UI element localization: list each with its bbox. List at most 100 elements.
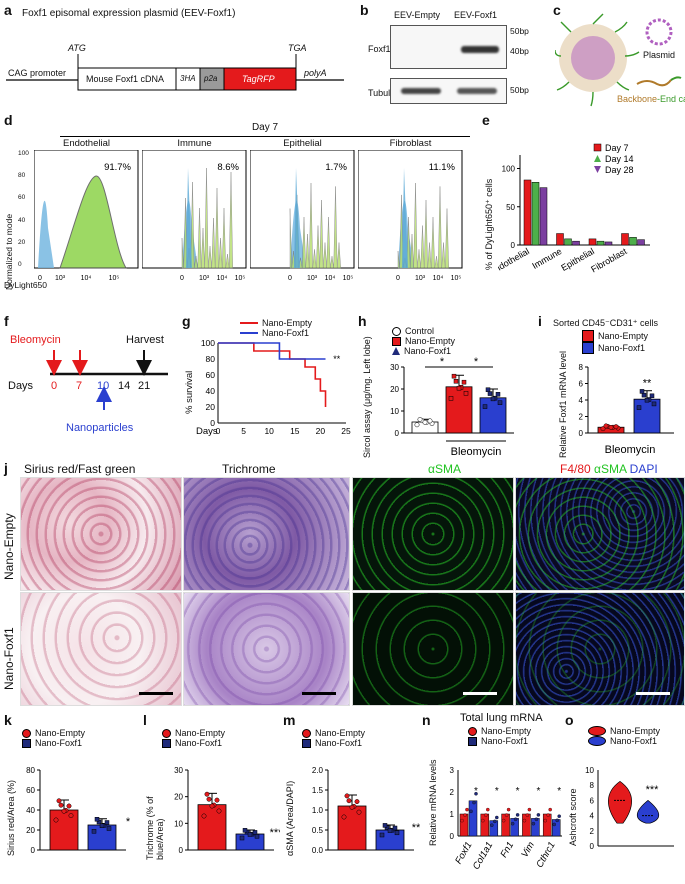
flow-yticks: 100 80 60 40 20 0 — [18, 150, 29, 268]
g-ytick: 20 — [206, 402, 216, 412]
chart-k: 0 20 40 60 80 * — [26, 766, 131, 855]
flow-xtick: 10³ — [307, 275, 318, 282]
i-dot — [639, 389, 645, 394]
h-dot — [456, 385, 462, 391]
l-ytick: 10 — [174, 819, 183, 828]
n-dot — [490, 823, 494, 827]
n-dot — [486, 807, 490, 812]
k-dot — [66, 803, 72, 809]
m-ytick: 1.0 — [312, 806, 324, 815]
n-dot — [546, 813, 550, 817]
e-bar — [531, 182, 540, 246]
legend-marker — [468, 726, 477, 736]
l-ytick: 30 — [174, 766, 183, 775]
flow-xtick: 10³ — [199, 275, 210, 282]
o-sig: *** — [646, 784, 660, 796]
o-ytick: 10 — [585, 766, 594, 775]
legend-marker — [302, 728, 311, 738]
e-ytick: 100 — [502, 165, 516, 174]
legend-label: Nano-Empty — [610, 726, 661, 736]
panel-label-f: f — [4, 313, 9, 329]
micro-sirius-foxf1 — [20, 592, 182, 706]
n-bar — [531, 818, 540, 837]
plasmid-diagram — [6, 54, 344, 91]
plasmid-map: ATG TGA CAG promoter Mouse Foxf1 cDNA 3H… — [6, 40, 346, 110]
h-legend-empty: Nano-Empty — [392, 336, 455, 346]
n-gene-label: Vim — [519, 840, 537, 860]
h-dot — [487, 391, 493, 396]
h-dot — [453, 379, 459, 384]
j-row-empty-wrap: Nano-Empty — [2, 480, 18, 590]
m-dot — [344, 793, 350, 799]
n-ylabel-wrap: Relative mRNA levels — [428, 750, 442, 850]
n-dot — [465, 807, 469, 812]
l-bar — [197, 804, 227, 851]
h-legend-control: Control — [392, 326, 455, 336]
e-bar — [621, 233, 629, 246]
g-ytick: 40 — [206, 386, 216, 396]
legend-l-item: Nano-Empty — [162, 728, 225, 738]
n-gene-label: Foxf1 — [453, 840, 474, 866]
k-ytick: 40 — [26, 806, 35, 815]
n-ytick: 0 — [450, 832, 455, 841]
e-bar — [637, 239, 645, 246]
e-legend-label: Day 28 — [605, 165, 634, 175]
lane-foxf1-label: EEV-Foxf1 — [454, 10, 498, 20]
flow-histograms: Endothelial 91.7% 0 10³ 10⁴ 10⁵ 100 80 60 40 20 0 Im… — [18, 138, 475, 282]
o-legend: Nano-Empty Nano-Foxf1 — [588, 726, 660, 746]
micro-merge-empty — [515, 477, 685, 591]
i-xlabel: Bleomycin — [605, 444, 656, 456]
flow-xtick: 10⁵ — [235, 275, 246, 282]
flow-ytick: 100 — [18, 150, 29, 157]
k-bar — [87, 824, 117, 851]
g-xtick: 25 — [341, 426, 351, 436]
flow-control-peak — [402, 168, 408, 268]
n-dot — [495, 815, 499, 820]
flow-panel-title: Immune — [177, 138, 212, 149]
chart-o: 0 2 4 6 8 10 *** — [585, 766, 674, 851]
i-dot — [641, 392, 647, 398]
flow-panel: 11.1% 0 10³ 10⁴ 10⁵ — [358, 150, 463, 282]
e-legend-marker — [594, 155, 601, 162]
flow-xtick: 10⁴ — [81, 275, 92, 282]
k-dot — [68, 813, 74, 819]
l-ytick: 20 — [174, 793, 183, 802]
l-sig: *** — [270, 827, 280, 839]
n-ytick: 2 — [450, 788, 455, 797]
flow-xtick: 10⁵ — [343, 275, 354, 282]
flow-xtick: 0 — [38, 275, 42, 282]
i-ylabel: Relative Foxf1 mRNA level — [558, 350, 568, 458]
m-ytick: 0.0 — [312, 846, 324, 855]
j-row-empty: Nano-Empty — [2, 513, 16, 580]
panel-label-o: o — [565, 712, 574, 728]
n-dot — [548, 807, 552, 812]
d-header: Day 7 — [251, 122, 279, 133]
m-sig: ** — [412, 822, 420, 834]
chart-g: 0 20 40 60 80 100 0 5 10 15 20 25 Days ** — [196, 338, 351, 437]
e-bar — [572, 240, 580, 246]
flow-panel: 8.6% 0 10³ 10⁴ 10⁵ — [142, 150, 247, 282]
m-legend: Nano-Empty Nano-Foxf1 — [302, 728, 365, 748]
tick-21: 21 — [138, 380, 151, 392]
l-dot — [239, 835, 245, 841]
legend-marker — [302, 738, 311, 748]
tga-label: TGA — [288, 43, 307, 53]
n-dot — [552, 822, 556, 827]
e-bar — [596, 240, 605, 246]
o-legend-item: Nano-Empty — [588, 726, 660, 736]
i-dot — [613, 424, 619, 430]
k-ytick: 0 — [31, 846, 36, 855]
l-dot — [216, 808, 222, 814]
scale-bar-2 — [302, 692, 336, 695]
h-dot — [451, 373, 457, 379]
legend-label: Nano-Foxf1 — [35, 738, 83, 748]
i-ytick: 4 — [579, 396, 584, 405]
panel-label-e: e — [482, 112, 490, 128]
h-dot — [497, 400, 503, 405]
h-sig: * — [474, 356, 479, 368]
g-sig: ** — [333, 354, 341, 364]
flow-ytick: 80 — [18, 172, 26, 180]
legend-label: Nano-Empty — [35, 728, 86, 738]
o-ytick: 6 — [590, 796, 595, 805]
plasmid-label: Plasmid — [643, 50, 676, 60]
